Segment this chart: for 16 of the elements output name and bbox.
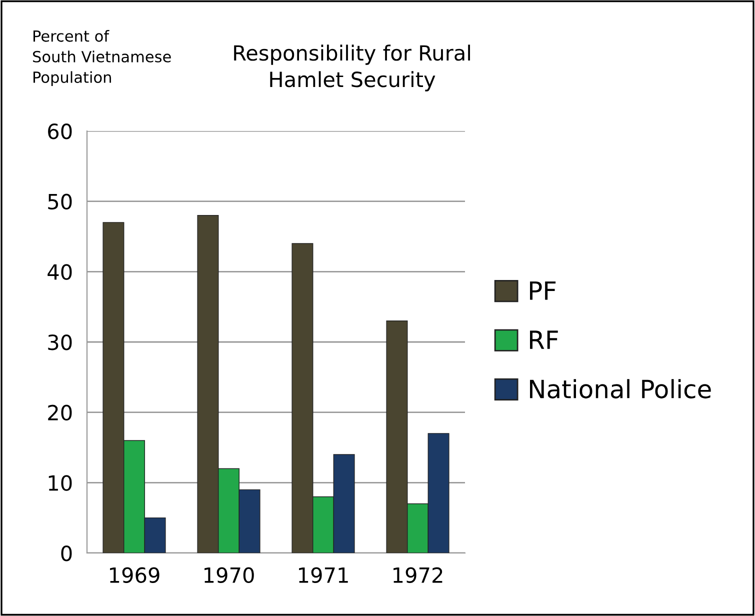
y-axis-title: Percent of South Vietnamese Population [33, 30, 171, 86]
y-tick-label: 20 [48, 404, 72, 421]
legend-label: National Police [530, 379, 711, 398]
x-tick-label: 1971 [299, 567, 348, 584]
legend-label: RF [530, 330, 558, 349]
y-tick-label: 60 [48, 123, 72, 140]
x-tick-label: 1972 [394, 567, 442, 584]
chart-title: Responsibility for Rural Hamlet Security [234, 44, 470, 92]
y-tick-label: 0 [61, 545, 72, 562]
y-tick-label: 40 [48, 264, 72, 280]
x-tick-label: 1969 [110, 567, 160, 584]
y-tick-label: 10 [48, 475, 72, 491]
y-tick-label: 50 [48, 194, 72, 210]
legend-label: PF [530, 281, 556, 300]
x-tick-label: 1970 [204, 567, 254, 584]
y-tick-label: 30 [48, 334, 72, 350]
